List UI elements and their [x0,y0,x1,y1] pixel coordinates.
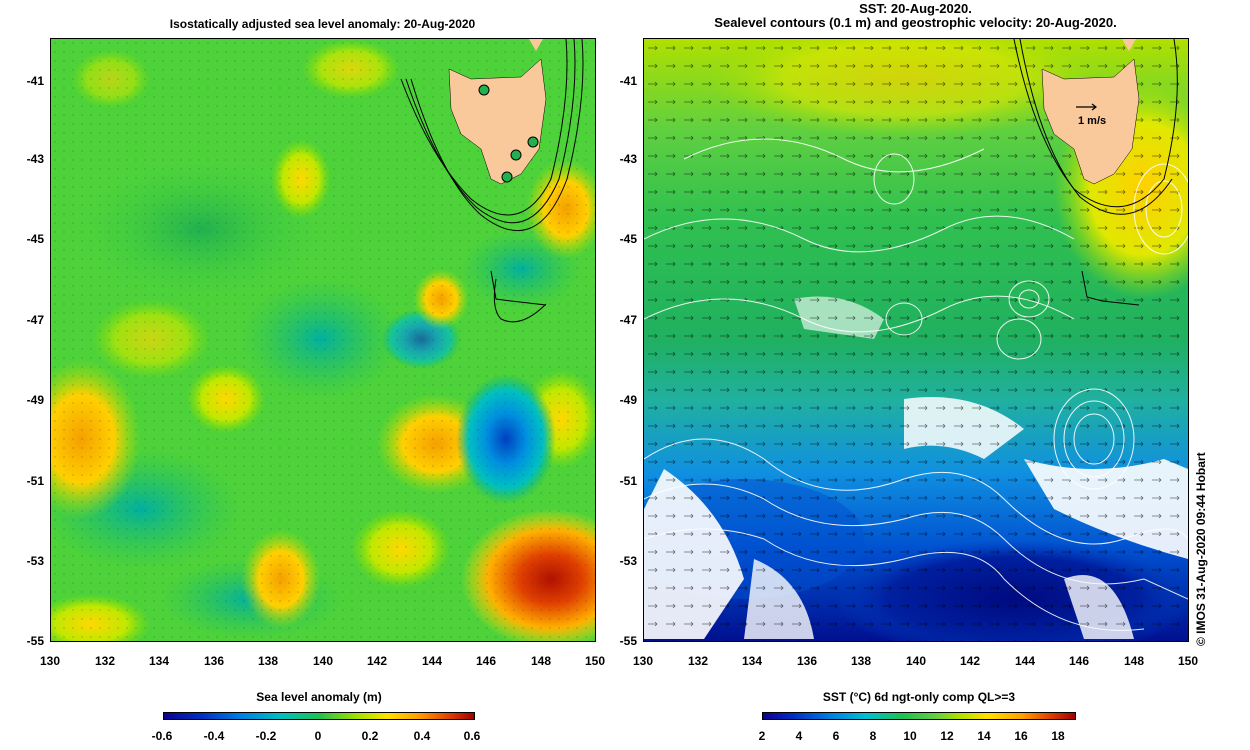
lat-label: -41 [26,74,44,88]
lon-label: 130 [632,654,654,668]
sst-colorbar-label: 8 [869,729,877,743]
lat-label: -51 [619,474,637,488]
sla-colorbar-label: -0.6 [151,729,173,743]
lon-label: 142 [959,654,981,668]
lat-label: -45 [619,232,637,246]
lat-label: -49 [26,393,44,407]
lat-label: -45 [26,232,44,246]
lat-label: -53 [26,554,44,568]
lon-label: 146 [1068,654,1090,668]
lat-label: -41 [619,74,637,88]
right-panel-title-line1: SST: 20-Aug-2020. [859,1,972,16]
left-panel-title: Isostatically adjusted sea level anomaly… [169,17,476,31]
station-marker [527,136,539,148]
lon-label: 138 [850,654,872,668]
sst-colorbar-label: 2 [758,729,766,743]
sst-colorbar-label: 6 [832,729,840,743]
lon-label: 150 [584,654,606,668]
sla-colorbar-label: -0.2 [255,729,277,743]
station-marker [478,84,490,96]
sst-colorbar-label: 16 [1014,729,1028,743]
lon-label: 132 [687,654,709,668]
sst-colorbar-label: 10 [903,729,917,743]
lat-label: -47 [26,313,44,327]
lat-label: -49 [619,393,637,407]
sst-map [643,38,1189,642]
lon-label: 150 [1177,654,1199,668]
lat-label: -43 [26,152,44,166]
lon-label: 148 [530,654,552,668]
lon-label: 148 [1123,654,1145,668]
tasmania-land [1041,58,1140,185]
sst-colorbar-label: 14 [977,729,991,743]
lat-label: -43 [619,152,637,166]
lat-label: -47 [619,313,637,327]
lon-label: 132 [94,654,116,668]
lon-label: 136 [203,654,225,668]
sea-level-anomaly-map [50,38,596,642]
lon-label: 140 [905,654,927,668]
lat-label: -55 [619,634,637,648]
sla-colorbar-label: 0.6 [463,729,481,743]
sla-colorbar [163,712,475,720]
right-panel-title-line2: Sealevel contours (0.1 m) and geostrophi… [714,15,1117,30]
station-marker [501,171,513,183]
station-marker [510,149,522,161]
lon-label: 130 [39,654,61,668]
lat-label: -55 [26,634,44,648]
velocity-scale-arrow [1076,103,1097,111]
sla-colorbar-label: -0.4 [203,729,225,743]
sst-colorbar-title: SST (°C) 6d ngt-only comp QL>=3 [822,690,1016,704]
sst-colorbar-label: 4 [795,729,803,743]
sst-colorbar-label: 12 [940,729,954,743]
lon-label: 146 [475,654,497,668]
lon-label: 138 [257,654,279,668]
tasmania-land [448,58,547,185]
sla-colorbar-label: 0.4 [413,729,431,743]
sla-colorbar-label: 0.2 [361,729,379,743]
lon-label: 134 [148,654,170,668]
sst-colorbar [762,712,1076,720]
sst-colorbar-label: 18 [1051,729,1065,743]
lat-label: -53 [619,554,637,568]
lat-label: -51 [26,474,44,488]
lon-label: 144 [1014,654,1036,668]
lon-label: 142 [366,654,388,668]
imos-credit: © IMOS 31-Aug-2020 09:44 Hobart [1194,452,1208,646]
lon-label: 136 [796,654,818,668]
lon-label: 140 [312,654,334,668]
lon-label: 134 [741,654,763,668]
sla-colorbar-title: Sea level anomaly (m) [256,690,382,704]
velocity-scale-label: 1 m/s [1078,115,1107,127]
lon-label: 144 [421,654,443,668]
sla-colorbar-label: 0 [314,729,322,743]
